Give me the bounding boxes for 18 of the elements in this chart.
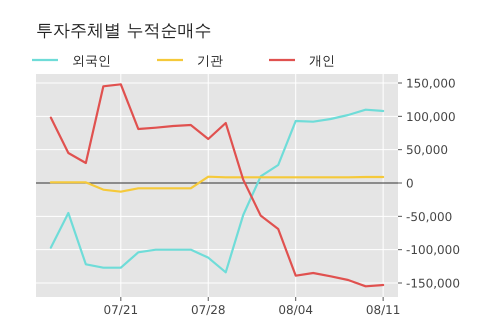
chart-title: 투자주체별 누적순매수	[36, 21, 212, 41]
y-tick-label: 150,000	[406, 76, 456, 90]
y-tick-label: -150,000	[406, 276, 460, 290]
line-series	[50, 176, 384, 193]
x-tick-label: 07/21	[104, 303, 138, 317]
line-series	[50, 108, 384, 274]
y-tick-label: -50,000	[406, 210, 452, 224]
legend-label: 기관	[197, 54, 223, 69]
y-tick-label: 50,000	[406, 143, 448, 158]
x-tick-label: 08/04	[278, 303, 313, 317]
y-tick-label: 100,000	[406, 110, 456, 124]
line-series	[50, 83, 384, 288]
x-tick-label: 07/28	[190, 303, 226, 317]
x-tick-label: 08/11	[366, 303, 400, 317]
y-tick-label: -100,000	[406, 243, 460, 258]
legend-label: 개인	[309, 54, 335, 69]
legend-label: 외국인	[72, 54, 111, 69]
y-tick-label: 0	[406, 176, 414, 190]
